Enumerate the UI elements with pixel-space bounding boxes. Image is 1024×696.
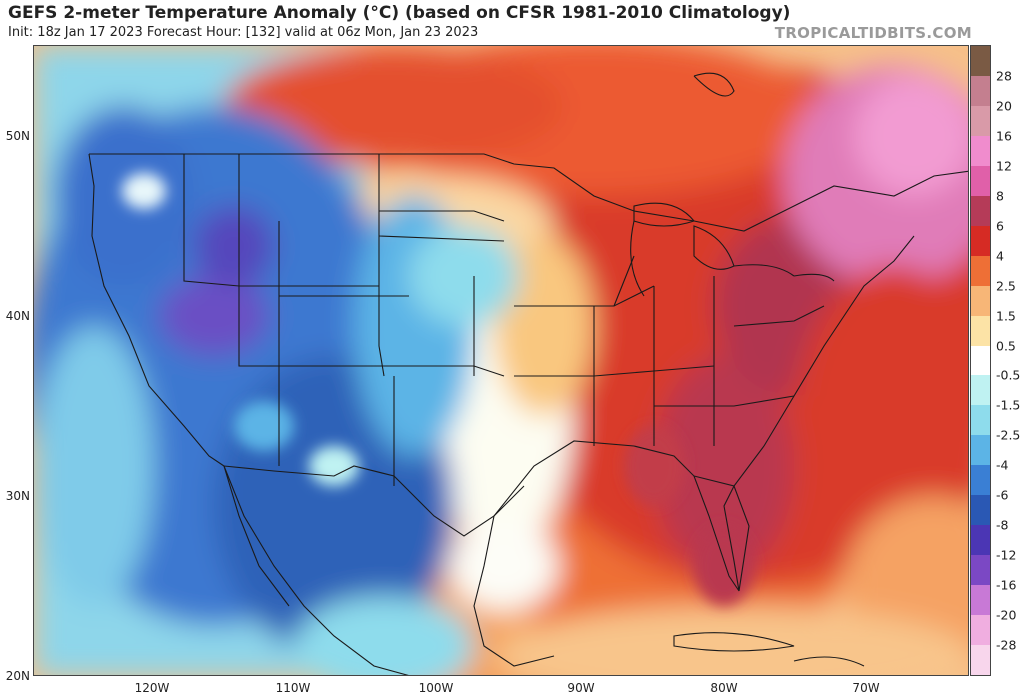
color-scale-cell — [971, 255, 990, 287]
color-scale-cell — [971, 315, 990, 346]
color-scale-cell — [971, 585, 990, 616]
lon-label-120w: 120W — [134, 681, 170, 695]
color-scale-bar — [970, 45, 991, 676]
color-scale-label: -6 — [996, 487, 1009, 503]
source-credit: TROPICALTIDBITS.COM — [774, 24, 972, 42]
color-scale-label: -0.5 — [996, 367, 1021, 383]
color-scale-cell — [971, 495, 990, 526]
lat-label-40n: 40N — [5, 309, 30, 323]
color-scale-cell — [971, 405, 990, 436]
color-scale-cell — [971, 375, 990, 406]
lon-label-90w: 90W — [567, 681, 595, 695]
lon-label-70w: 70W — [852, 681, 880, 695]
color-scale-label: -12 — [996, 547, 1017, 563]
lat-label-30n: 30N — [5, 489, 30, 503]
color-scale-cell — [971, 105, 990, 137]
color-scale-label: -4 — [996, 457, 1009, 473]
color-scale-label: -16 — [996, 577, 1017, 593]
map-subtitle: Init: 18z Jan 17 2023 Forecast Hour: [13… — [8, 25, 479, 40]
color-scale-label: -1.5 — [996, 397, 1021, 413]
map-title: GEFS 2-meter Temperature Anomaly (°C) (b… — [8, 3, 791, 23]
color-scale-cell — [971, 645, 990, 676]
color-scale-cell — [971, 165, 990, 197]
color-scale-label: 6 — [996, 218, 1004, 234]
color-scale-label: 28 — [996, 68, 1012, 84]
map-boundaries — [88, 72, 968, 675]
color-scale-label: 0.5 — [996, 338, 1016, 354]
color-scale-cell — [971, 555, 990, 586]
color-scale-cell — [971, 285, 990, 317]
anomaly-map — [33, 45, 969, 676]
color-scale-label: 4 — [996, 248, 1004, 264]
color-scale-label: 8 — [996, 188, 1004, 204]
color-scale-cell — [971, 435, 990, 466]
color-scale-label: -20 — [996, 607, 1017, 623]
lon-label-100w: 100W — [418, 681, 454, 695]
anomaly-field — [34, 46, 968, 675]
color-scale-label: 1.5 — [996, 308, 1016, 324]
color-scale-label: -2.5 — [996, 427, 1021, 443]
color-scale-label: 20 — [996, 98, 1012, 114]
color-scale-cell — [971, 225, 990, 257]
color-scale-cell — [971, 525, 990, 556]
color-scale-cell — [971, 345, 990, 376]
lat-label-20n: 20N — [5, 669, 30, 683]
map-canvas — [34, 46, 968, 675]
color-scale-label: 12 — [996, 158, 1012, 174]
color-scale-cell — [971, 465, 990, 496]
color-scale-cell — [971, 615, 990, 646]
color-scale-label: 2.5 — [996, 278, 1016, 294]
color-scale-label: -8 — [996, 517, 1009, 533]
color-scale-cell — [971, 195, 990, 227]
lat-label-50n: 50N — [5, 129, 30, 143]
color-scale-label: -28 — [996, 637, 1017, 653]
color-scale-label: 16 — [996, 128, 1012, 144]
lon-label-80w: 80W — [710, 681, 738, 695]
lon-label-110w: 110W — [275, 681, 311, 695]
color-scale-cell — [971, 135, 990, 167]
color-scale-cell — [971, 46, 990, 77]
color-scale-cell — [971, 75, 990, 107]
